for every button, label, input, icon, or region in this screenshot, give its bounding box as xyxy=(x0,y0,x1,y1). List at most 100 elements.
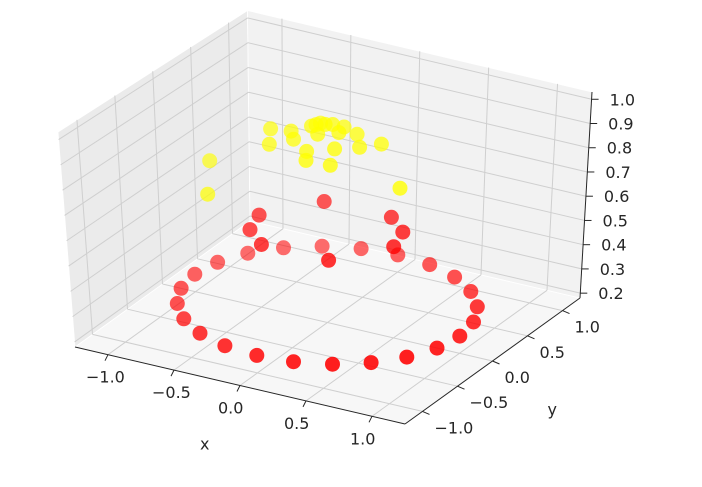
scatter-point xyxy=(399,349,415,365)
x-tick-label: 0.5 xyxy=(284,414,309,433)
scatter-point xyxy=(321,252,337,268)
x-tick xyxy=(236,385,241,392)
grid-line-x-wall xyxy=(546,83,559,291)
grid-line-z-back xyxy=(247,17,592,100)
grid-line-z-back xyxy=(249,190,582,270)
scatter-point xyxy=(352,139,368,155)
scatter-point xyxy=(447,269,463,285)
x-tick-label: −1.0 xyxy=(86,368,125,387)
x-tick xyxy=(104,354,109,361)
x-tick xyxy=(302,400,307,408)
grid-line-y-floor xyxy=(92,333,423,412)
scatter-point xyxy=(173,280,189,296)
scatter-point xyxy=(373,136,389,152)
scatter-point xyxy=(395,224,411,240)
grid-line-z-back xyxy=(247,42,591,124)
scatter-point xyxy=(298,152,314,168)
z-tick-label: 0.4 xyxy=(601,236,626,255)
grid-line-z-left xyxy=(70,166,250,292)
grid-line-y-wall xyxy=(190,46,198,259)
scatter-point xyxy=(286,354,301,370)
grid-line-z-back xyxy=(248,66,589,149)
scatter-point xyxy=(242,222,258,238)
grid-line-z-left xyxy=(68,141,250,267)
scatter-point xyxy=(187,266,203,282)
scatter-point xyxy=(463,284,479,299)
z-tick-label: 1.0 xyxy=(610,90,635,109)
scatter-point xyxy=(322,157,338,173)
z-tick-label: 0.9 xyxy=(608,115,633,134)
z-tick-label: 0.2 xyxy=(598,284,623,303)
scatter-point xyxy=(249,347,265,363)
scatter-point xyxy=(276,240,291,256)
y-tick xyxy=(562,310,570,315)
grid-line-z-left xyxy=(62,67,249,191)
x-tick-label: 1.0 xyxy=(350,429,375,448)
scatter-point xyxy=(210,254,226,270)
grid-line-z-back xyxy=(248,116,587,197)
scatter-point xyxy=(349,126,365,142)
scatter-point xyxy=(314,238,330,254)
grid-line-y-wall xyxy=(114,95,128,310)
scatter-point xyxy=(251,207,267,223)
scatter-point xyxy=(202,153,218,169)
z-axis-line xyxy=(579,91,593,299)
grid-line-y-wall xyxy=(152,71,163,285)
x-axis-label: x xyxy=(200,435,209,454)
y-tick-label: 1.0 xyxy=(575,318,600,337)
scatter-point xyxy=(200,186,216,202)
y-tick xyxy=(492,360,500,365)
scatter-point xyxy=(429,340,445,356)
grid-line-x-wall xyxy=(281,18,284,229)
y-tick-label: 0.0 xyxy=(505,368,530,387)
scatter-point xyxy=(316,194,332,209)
scatter-point xyxy=(363,355,379,371)
y-tick xyxy=(422,410,430,415)
scatter-point xyxy=(331,125,347,141)
scatter-point xyxy=(240,245,256,261)
z-tick-label: 0.3 xyxy=(600,260,625,279)
scatter-point xyxy=(325,356,340,372)
grid-line-y-wall xyxy=(76,119,93,335)
scatter-point xyxy=(263,121,279,137)
scatter-point xyxy=(422,257,438,273)
scatter-point xyxy=(253,237,269,252)
data-points xyxy=(169,115,485,372)
y-tick-label: −1.0 xyxy=(435,418,474,437)
grid-line-z-left xyxy=(64,91,249,216)
z-tick-label: 0.8 xyxy=(607,139,632,158)
x-tick xyxy=(170,369,175,377)
scatter-point xyxy=(392,180,408,196)
scatter-point xyxy=(176,311,192,327)
grid-line-x-wall xyxy=(348,34,352,245)
z-tick-label: 0.7 xyxy=(605,163,630,182)
grid-line-y-wall xyxy=(228,22,233,234)
grid-line-z-left xyxy=(74,215,251,343)
y-tick-label: 0.5 xyxy=(540,343,565,362)
scatter-point xyxy=(386,239,402,255)
grid-line-z-left xyxy=(58,17,248,141)
y-tick xyxy=(457,385,465,390)
grid-line-z-back xyxy=(248,91,588,173)
axis-lines xyxy=(74,91,599,425)
z-tick-label: 0.5 xyxy=(603,211,628,230)
scatter-point xyxy=(286,131,301,147)
scatter-point xyxy=(466,314,481,330)
y-tick-label: −0.5 xyxy=(470,393,509,412)
grid-line-z-back xyxy=(249,215,581,294)
scatter-point xyxy=(383,209,399,225)
y-axis-label: y xyxy=(548,400,557,419)
scatter-point xyxy=(261,136,277,152)
scatter-point xyxy=(192,325,208,341)
x-tick-label: −0.5 xyxy=(152,383,191,402)
grid-line-z-left xyxy=(60,42,249,166)
y-tick xyxy=(527,335,535,340)
scatter-point xyxy=(327,141,343,157)
scatter-point xyxy=(353,241,369,257)
scatter-point xyxy=(469,299,485,315)
scatter-point xyxy=(452,328,468,344)
grid-line-z-left xyxy=(72,190,250,318)
scatter-point xyxy=(310,126,326,142)
scatter-point xyxy=(169,296,185,311)
